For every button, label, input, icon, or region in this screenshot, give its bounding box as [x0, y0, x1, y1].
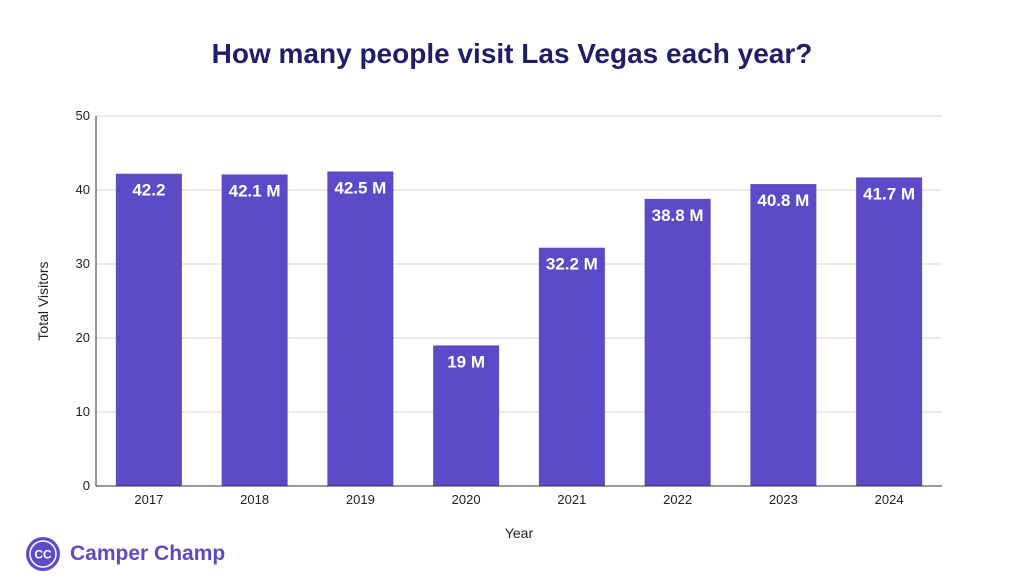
bars [115, 171, 923, 487]
x-axis-ticks: 2017 2018 2019 2020 2021 2022 2023 2024 [134, 492, 903, 507]
bar-2018 [221, 174, 288, 486]
data-labels: 42.2 42.1 M 42.5 M 19 M 32.2 M 38.8 M 40.8 M 41… [132, 179, 915, 372]
brand-name: Camper Champ [70, 542, 226, 565]
bar-2021 [538, 247, 605, 486]
x-tick-label: 2021 [557, 492, 586, 507]
chart-title: How many people visit Las Vegas each yea… [211, 38, 813, 69]
bar-2023 [750, 184, 817, 486]
brand-logo-icon: CC [26, 537, 60, 571]
x-tick-label: 2024 [875, 492, 904, 507]
y-tick-label: 40 [76, 182, 90, 197]
bar-2017 [115, 173, 182, 486]
y-tick-label: 30 [76, 256, 90, 271]
x-axis-label: Year [505, 525, 534, 541]
brand-logo-text: CC [34, 548, 52, 562]
data-label-2023: 40.8 M [757, 191, 809, 210]
data-label-2022: 38.8 M [652, 206, 704, 225]
data-label-2024: 41.7 M [863, 184, 915, 203]
bar-2022 [644, 198, 711, 486]
data-label-2018: 42.1 M [229, 181, 281, 200]
bar-2024 [856, 177, 923, 487]
y-tick-label: 10 [76, 404, 90, 419]
data-label-2017: 42.2 [132, 181, 165, 200]
bar-2019 [327, 171, 394, 486]
x-tick-label: 2018 [240, 492, 269, 507]
x-tick-label: 2019 [346, 492, 375, 507]
x-tick-label: 2022 [663, 492, 692, 507]
data-label-2019: 42.5 M [334, 179, 386, 198]
y-tick-label: 20 [76, 330, 90, 345]
brand: CC Camper Champ [26, 536, 225, 572]
x-tick-label: 2017 [134, 492, 163, 507]
data-label-2020: 19 M [447, 352, 485, 371]
x-tick-label: 2023 [769, 492, 798, 507]
y-axis-ticks: 0 10 20 30 40 50 [76, 108, 90, 493]
y-tick-label: 50 [76, 108, 90, 123]
x-tick-label: 2020 [452, 492, 481, 507]
bar-2020 [433, 345, 500, 486]
data-label-2021: 32.2 M [546, 255, 598, 274]
y-tick-label: 0 [83, 478, 90, 493]
y-axis-label: Total Visitors [35, 261, 51, 340]
cc-logo-icon: CC [29, 540, 57, 568]
